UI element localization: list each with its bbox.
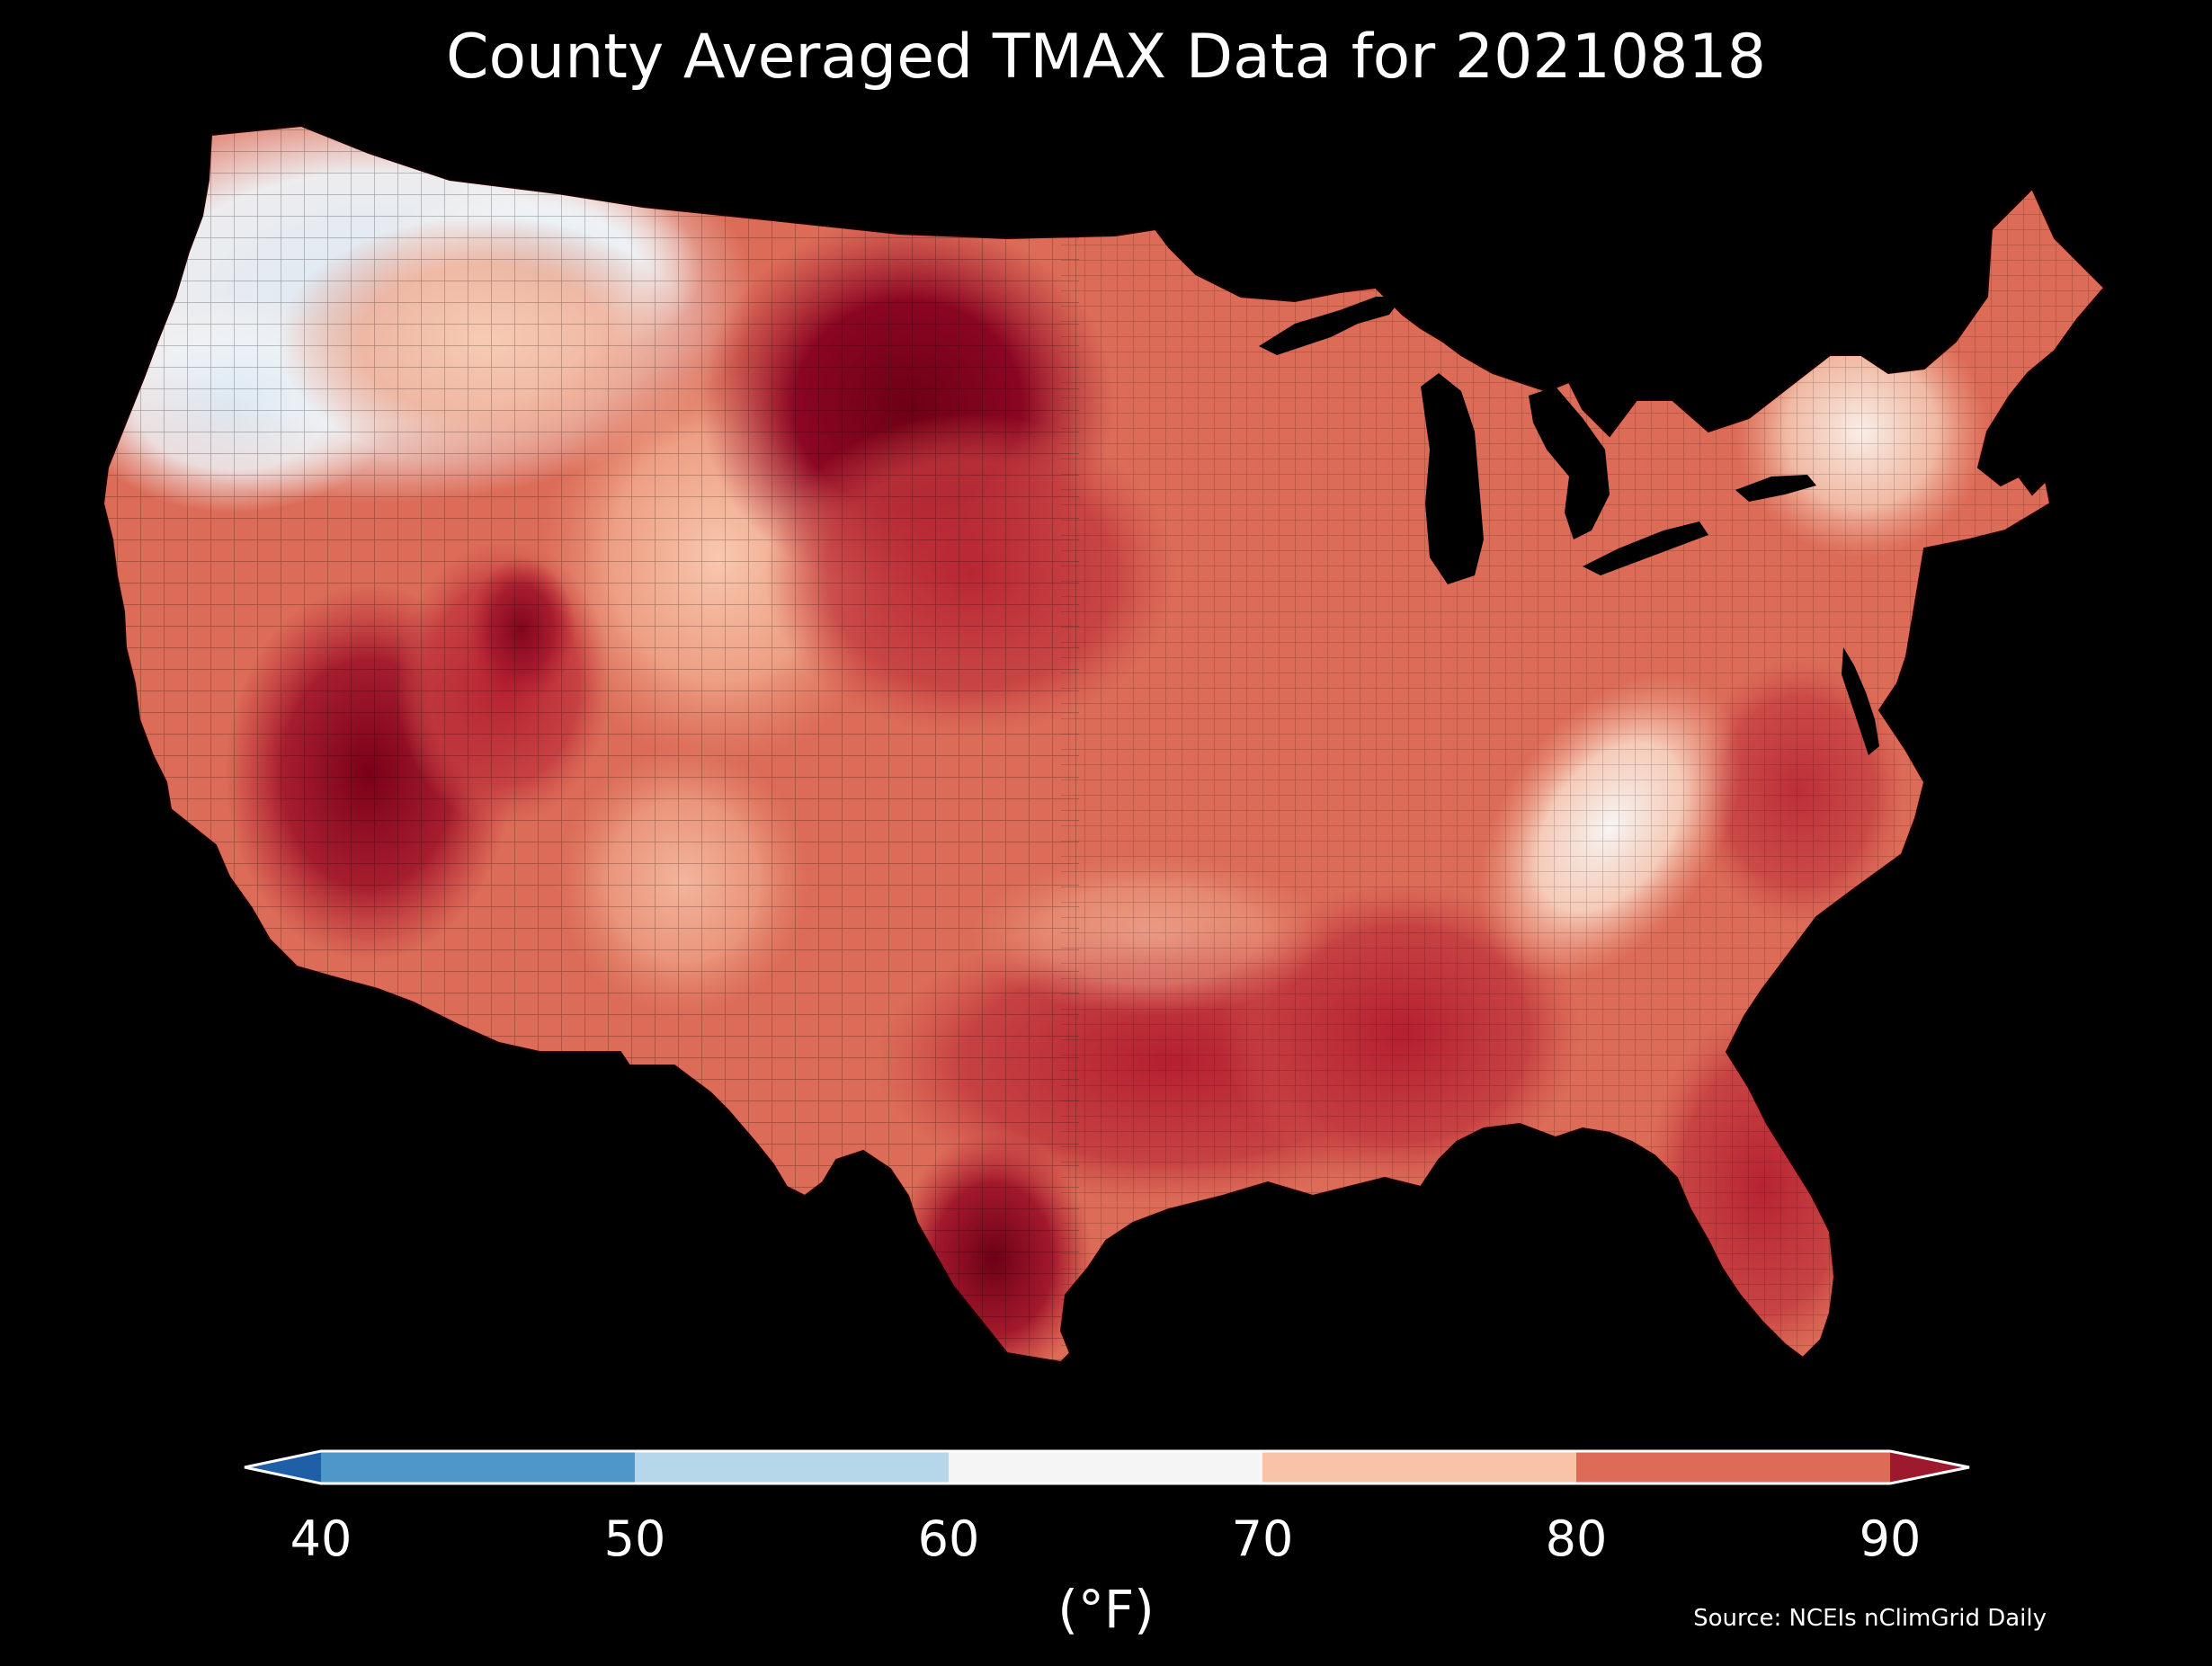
us-county-map bbox=[103, 126, 2104, 1362]
colorbar-unit-label: (°F) bbox=[1057, 1579, 1155, 1640]
colorbar-outline bbox=[244, 1449, 1970, 1485]
colorbar-bin bbox=[1576, 1451, 1890, 1483]
map-title: County Averaged TMAX Data for 20210818 bbox=[446, 22, 1766, 93]
colorbar-tick-label: 90 bbox=[1860, 1510, 1922, 1567]
great-lakes bbox=[1259, 297, 1879, 755]
colorbar-bin bbox=[321, 1451, 635, 1483]
colorbar-extend-low bbox=[245, 1451, 321, 1483]
colorbar-tick-label: 70 bbox=[1232, 1510, 1294, 1567]
colorbar-bin bbox=[949, 1451, 1262, 1483]
colorbar-tick-label: 80 bbox=[1546, 1510, 1608, 1567]
colorbar-bin bbox=[635, 1451, 949, 1483]
colorbar-tick-label: 60 bbox=[918, 1510, 980, 1567]
us-outline bbox=[102, 124, 2106, 1364]
colorbar-tick-label: 50 bbox=[604, 1510, 666, 1567]
colorbar-extend-high bbox=[1890, 1451, 1969, 1483]
colorbar: 40 50 60 70 80 90 (°F) bbox=[244, 1449, 1970, 1640]
colorbar-bin bbox=[1262, 1451, 1576, 1483]
colorbar-tick-label: 40 bbox=[290, 1510, 352, 1567]
source-credit: Source: NCEIs nClimGrid Daily bbox=[1693, 1605, 2047, 1632]
